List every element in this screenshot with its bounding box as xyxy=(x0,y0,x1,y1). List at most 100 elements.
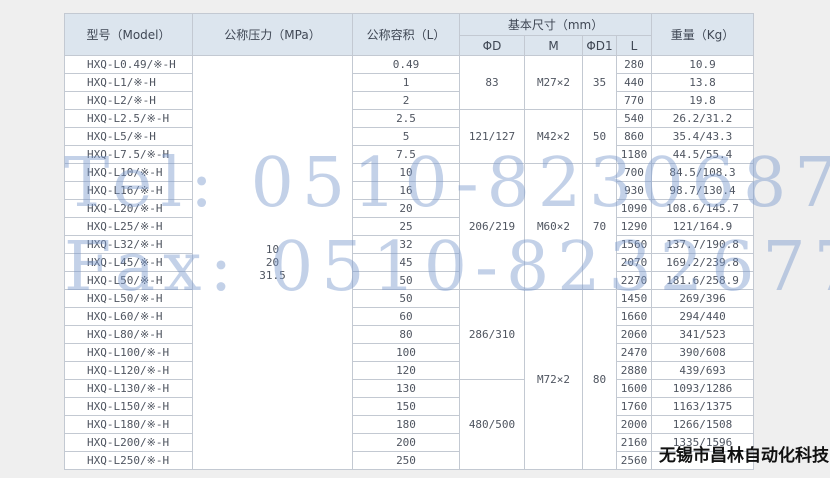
header-l: L xyxy=(615,35,653,56)
table-row: HXQ-L2/※-H 2 770 19.8 xyxy=(64,91,755,110)
cell-l: 280 xyxy=(615,55,653,74)
cell-volume: 0.49 xyxy=(352,55,460,74)
cell-weight: 390/608 xyxy=(651,343,755,362)
cell-volume: 250 xyxy=(352,451,460,470)
table-row: HXQ-L50/※-H 50 2270 181.6/258.9 xyxy=(64,271,755,290)
cell-l: 930 xyxy=(615,181,653,200)
cell-m: M27×2 xyxy=(524,55,583,110)
cell-model: HXQ-L100/※-H xyxy=(64,343,193,362)
cell-l: 2470 xyxy=(615,343,653,362)
table-row: HXQ-L50/※-H 50 286/310 M72×2 80 1450 269/396 xyxy=(64,289,755,470)
header-phi-d1: ΦD1 xyxy=(582,35,617,56)
cell-volume: 45 xyxy=(352,253,460,272)
cell-model: HXQ-L80/※-H xyxy=(64,325,193,344)
cell-volume: 20 xyxy=(352,199,460,218)
cell-volume: 200 xyxy=(352,433,460,452)
cell-phi-d: 206/219 xyxy=(459,163,525,290)
cell-l: 1090 xyxy=(615,199,653,218)
cell-model: HXQ-L200/※-H xyxy=(64,433,193,452)
spec-table: 型号（Model） 公称压力（MPa） 公称容积（L） 基本尺寸（mm） 重量（… xyxy=(64,13,755,470)
cell-model: HXQ-L1/※-H xyxy=(64,73,193,92)
cell-model: HXQ-L0.49/※-H xyxy=(64,55,193,74)
cell-phi-d: 286/310 xyxy=(459,289,525,380)
cell-phi-d1: 50 xyxy=(582,109,617,164)
cell-volume: 2 xyxy=(352,91,460,110)
table-row: HXQ-L1/※-H 1 440 13.8 xyxy=(64,73,755,92)
table-row: HXQ-L45/※-H 45 2070 169.2/239.8 xyxy=(64,253,755,272)
table-row: HXQ-L80/※-H 80 2060 341/523 xyxy=(64,325,755,344)
cell-weight: 1335/1596 xyxy=(651,433,755,452)
cell-l: 2070 xyxy=(615,253,653,272)
cell-model: HXQ-L50/※-H xyxy=(64,271,193,290)
cell-phi-d: 121/127 xyxy=(459,109,525,164)
cell-l: 860 xyxy=(615,127,653,146)
table-row: HXQ-L180/※-H 180 2000 1266/1508 xyxy=(64,415,755,434)
cell-volume: 180 xyxy=(352,415,460,434)
cell-weight: 10.9 xyxy=(651,55,755,74)
cell-l: 1660 xyxy=(615,307,653,326)
cell-l: 2270 xyxy=(615,271,653,290)
table-row: HXQ-L7.5/※-H 7.5 1180 44.5/55.4 xyxy=(64,145,755,164)
header-weight: 重量（Kg） xyxy=(651,13,755,56)
cell-model: HXQ-L2/※-H xyxy=(64,91,193,110)
cell-model: HXQ-L7.5/※-H xyxy=(64,145,193,164)
cell-model: HXQ-L130/※-H xyxy=(64,379,193,398)
cell-l: 1450 xyxy=(615,289,653,308)
cell-volume: 80 xyxy=(352,325,460,344)
cell-volume: 16 xyxy=(352,181,460,200)
cell-weight: 1163/1375 xyxy=(651,397,755,416)
cell-l: 440 xyxy=(615,73,653,92)
cell-volume: 100 xyxy=(352,343,460,362)
cell-model: HXQ-L180/※-H xyxy=(64,415,193,434)
cell-model: HXQ-L20/※-H xyxy=(64,199,193,218)
cell-volume: 7.5 xyxy=(352,145,460,164)
header-pressure: 公称压力（MPa） xyxy=(192,13,353,56)
table-row: HXQ-L250/※-H 250 2560 xyxy=(64,451,755,470)
cell-model: HXQ-L50/※-H xyxy=(64,289,193,308)
cell-weight: 341/523 xyxy=(651,325,755,344)
cell-l: 2060 xyxy=(615,325,653,344)
cell-model: HXQ-L2.5/※-H xyxy=(64,109,193,128)
cell-phi-d1: 70 xyxy=(582,163,617,290)
table-row: HXQ-L5/※-H 5 860 35.4/43.3 xyxy=(64,127,755,146)
cell-weight: 269/396 xyxy=(651,289,755,308)
header-m: M xyxy=(524,35,583,56)
cell-volume: 25 xyxy=(352,217,460,236)
table-row: HXQ-L130/※-H 130 480/500 1600 1093/1286 xyxy=(64,379,755,470)
header-volume: 公称容积（L） xyxy=(352,13,460,56)
cell-model: HXQ-L45/※-H xyxy=(64,253,193,272)
cell-l: 1180 xyxy=(615,145,653,164)
table-row: HXQ-L25/※-H 25 1290 121/164.9 xyxy=(64,217,755,236)
cell-phi-d: 480/500 xyxy=(459,379,525,470)
cell-l: 1760 xyxy=(615,397,653,416)
cell-phi-d1: 35 xyxy=(582,55,617,110)
header-phi-d: ΦD xyxy=(459,35,525,56)
table-row: HXQ-L0.49/※-H 10 20 31.5 0.49 83 M27×2 35 280 10.… xyxy=(64,55,755,470)
cell-volume: 5 xyxy=(352,127,460,146)
cell-model: HXQ-L120/※-H xyxy=(64,361,193,380)
cell-weight: 108.6/145.7 xyxy=(651,199,755,218)
cell-weight: 137.7/190.8 xyxy=(651,235,755,254)
cell-model: HXQ-L16/※-H xyxy=(64,181,193,200)
cell-l: 700 xyxy=(615,163,653,182)
table-header: 型号（Model） 公称压力（MPa） 公称容积（L） 基本尺寸（mm） 重量（… xyxy=(64,13,755,56)
header-dimensions-group: 基本尺寸（mm） xyxy=(458,13,653,36)
cell-phi-d: 83 xyxy=(459,55,525,110)
cell-l: 2000 xyxy=(615,415,653,434)
table-row: HXQ-L100/※-H 100 2470 390/608 xyxy=(64,343,755,362)
table-row: HXQ-L120/※-H 120 2880 439/693 xyxy=(64,361,755,380)
cell-volume: 32 xyxy=(352,235,460,254)
table-row: HXQ-L150/※-H 150 1760 1163/1375 xyxy=(64,397,755,416)
cell-weight: 181.6/258.9 xyxy=(651,271,755,290)
table-row: HXQ-L60/※-H 60 1660 294/440 xyxy=(64,307,755,326)
table-row: HXQ-L200/※-H 200 2160 1335/1596 xyxy=(64,433,755,452)
table-body: HXQ-L0.49/※-H 10 20 31.5 0.49 83 M27×2 35 280 10.… xyxy=(64,55,755,470)
cell-model: HXQ-L5/※-H xyxy=(64,127,193,146)
cell-weight xyxy=(651,451,755,470)
cell-volume: 60 xyxy=(352,307,460,326)
cell-l: 1600 xyxy=(615,379,653,398)
table-row: HXQ-L10/※-H 10 206/219 M60×2 70 700 84.5/108.3 xyxy=(64,163,755,290)
cell-weight: 169.2/239.8 xyxy=(651,253,755,272)
cell-volume: 10 xyxy=(352,163,460,182)
cell-weight: 84.5/108.3 xyxy=(651,163,755,182)
